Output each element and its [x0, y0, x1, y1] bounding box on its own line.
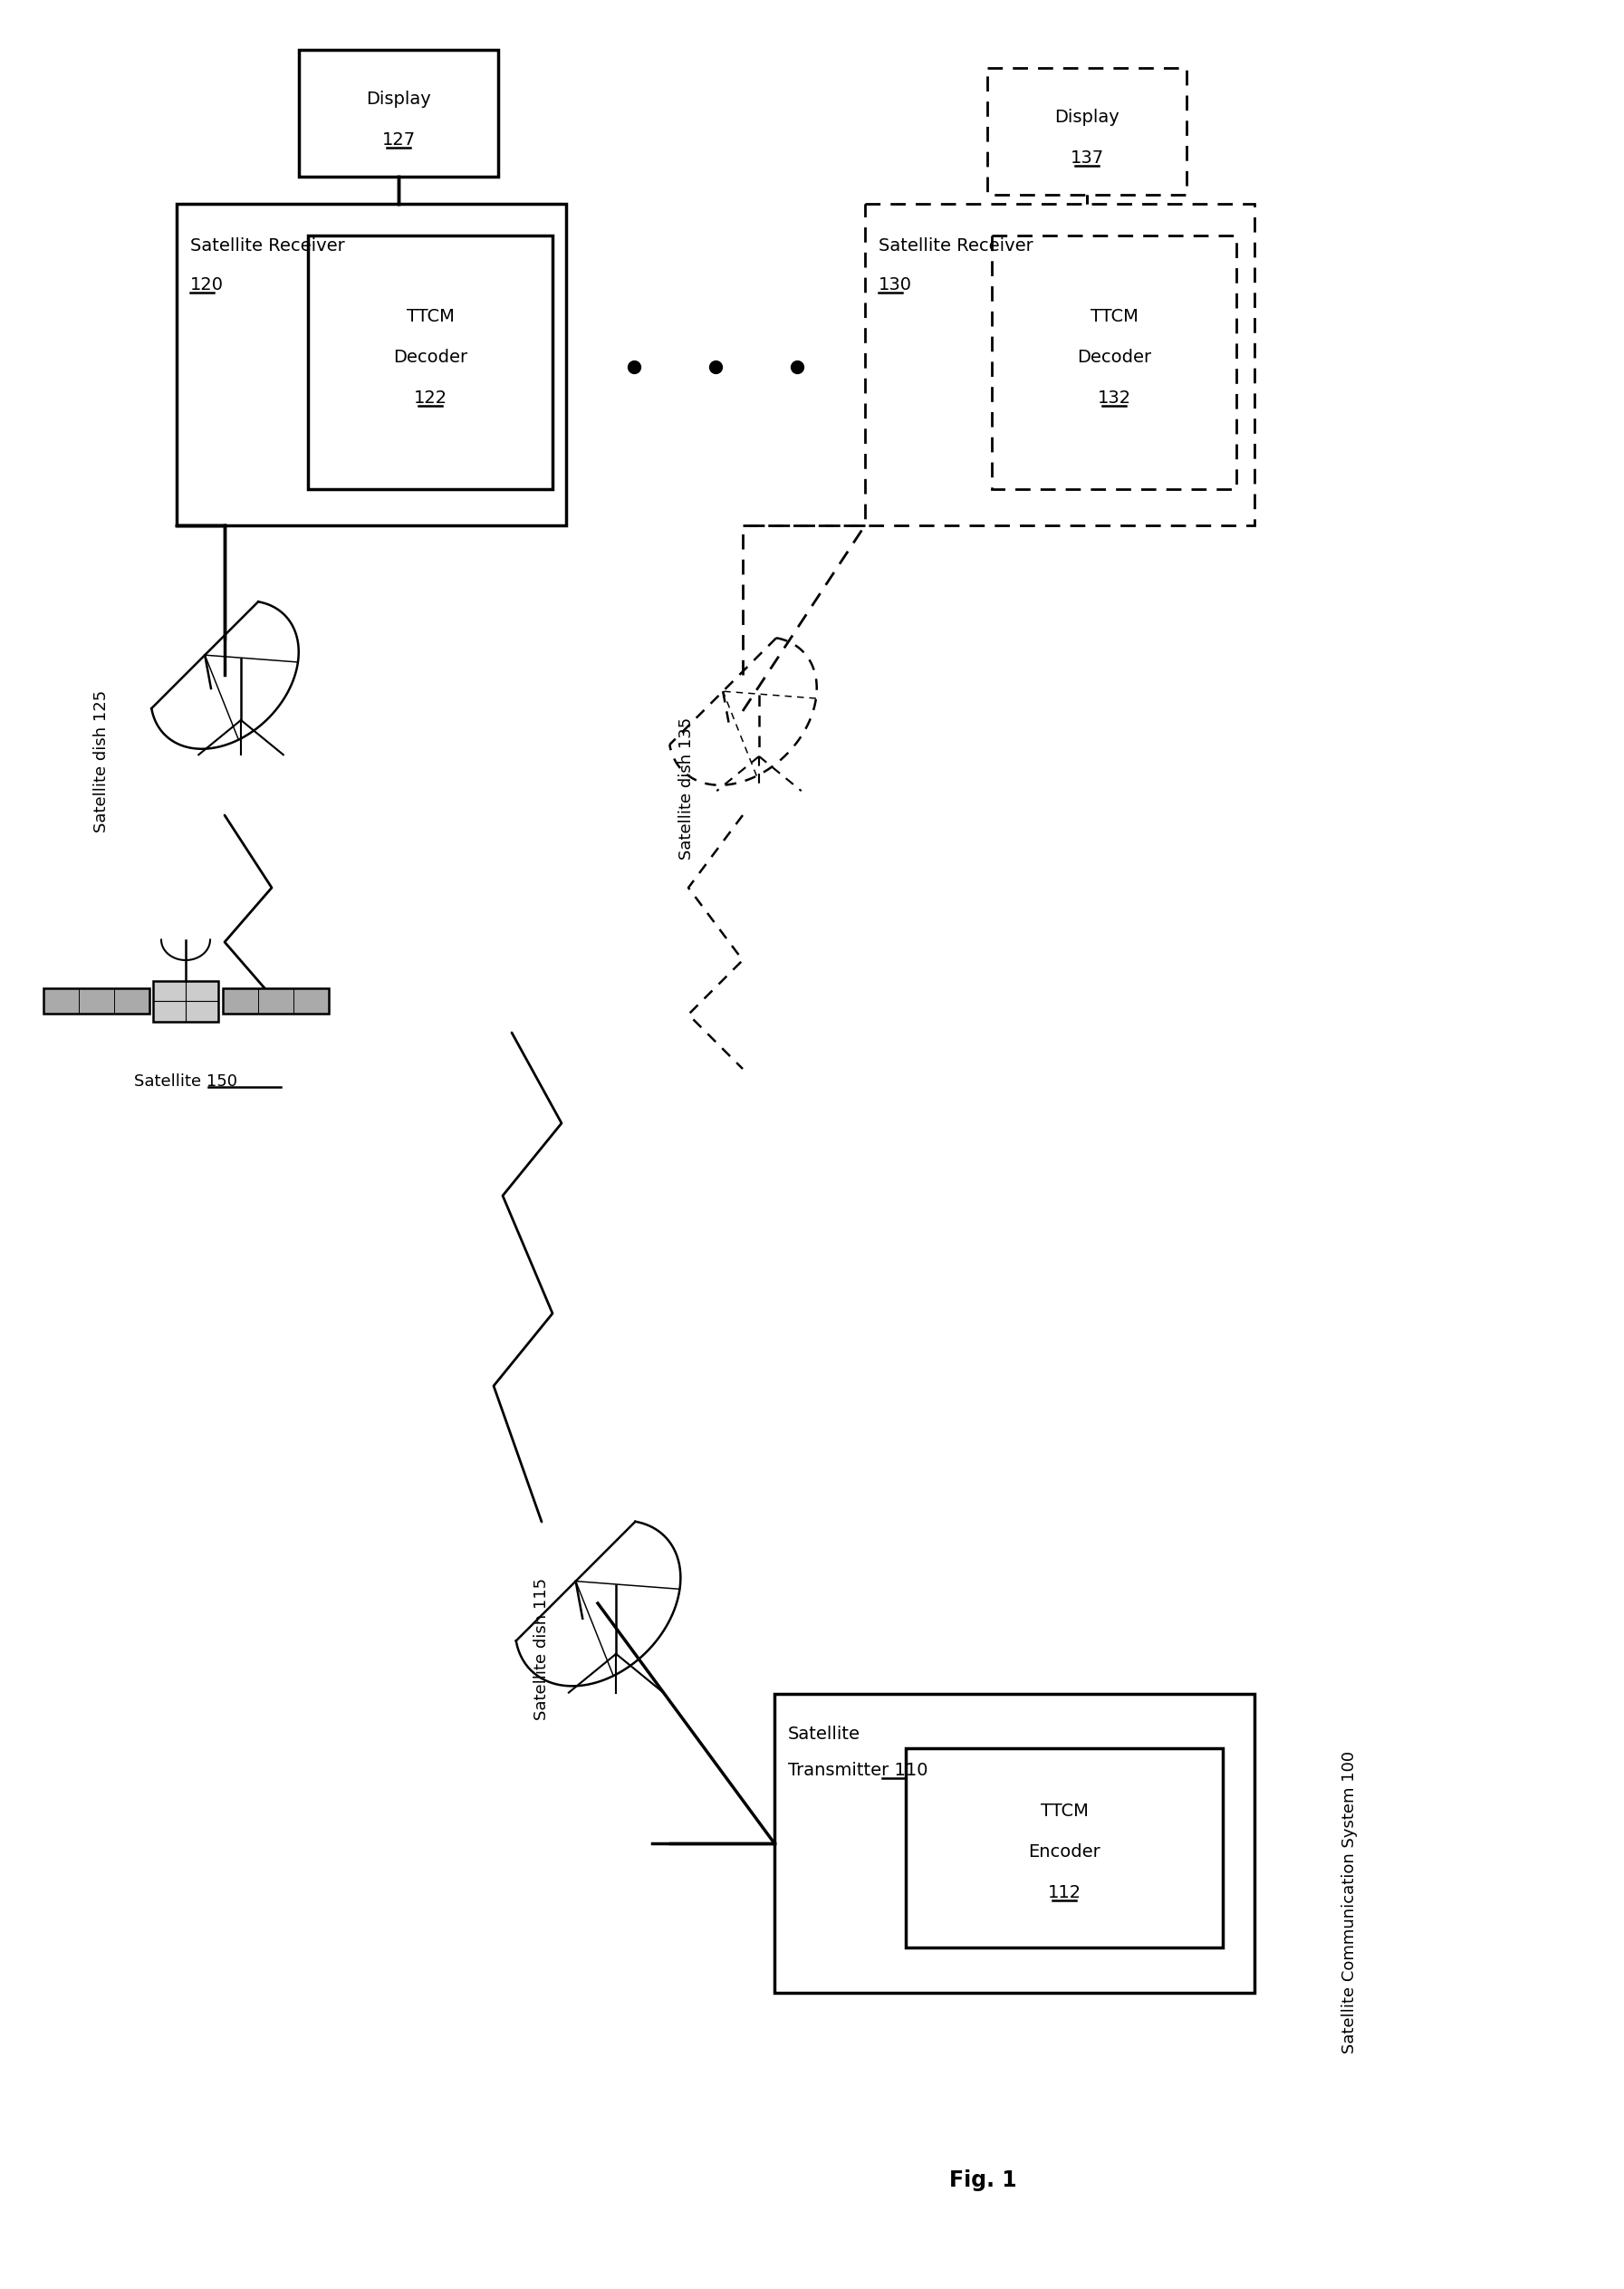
- Bar: [299, 50, 499, 176]
- Bar: [222, 989, 328, 1014]
- Text: 120: 120: [190, 277, 224, 293]
- Text: Satellite Receiver: Satellite Receiver: [190, 238, 344, 254]
- Text: Satellite Communication System 100: Satellite Communication System 100: [1341, 1751, 1358, 2053]
- Text: TTCM: TTCM: [1041, 1801, 1088, 1820]
- Bar: [309, 236, 552, 490]
- Text: Satellite: Satellite: [788, 1726, 861, 1742]
- Text: 127: 127: [382, 130, 416, 149]
- Text: Satellite dish 115: Satellite dish 115: [533, 1577, 551, 1719]
- Text: Transmitter 110: Transmitter 110: [788, 1763, 927, 1779]
- Text: Decoder: Decoder: [393, 348, 468, 366]
- Text: Display: Display: [1054, 108, 1119, 126]
- Text: Satellite dish 125: Satellite dish 125: [93, 689, 109, 833]
- Text: Display: Display: [365, 92, 430, 108]
- Text: 122: 122: [414, 389, 447, 407]
- Text: Encoder: Encoder: [1028, 1843, 1101, 1861]
- Text: 130: 130: [879, 277, 913, 293]
- Text: Satellite 150: Satellite 150: [135, 1074, 237, 1090]
- Bar: [906, 1749, 1223, 1948]
- Text: Decoder: Decoder: [1077, 348, 1151, 366]
- Text: Satellite Receiver: Satellite Receiver: [879, 238, 1033, 254]
- Bar: [153, 980, 218, 1021]
- Bar: [992, 236, 1236, 490]
- Text: Fig. 1: Fig. 1: [948, 2170, 1017, 2191]
- Text: 112: 112: [1047, 1884, 1082, 1902]
- Bar: [42, 989, 149, 1014]
- Text: 137: 137: [1070, 149, 1104, 167]
- Bar: [177, 204, 567, 526]
- Bar: [775, 1694, 1254, 1994]
- Text: TTCM: TTCM: [406, 309, 455, 325]
- Text: Satellite dish 135: Satellite dish 135: [679, 716, 695, 858]
- Text: TTCM: TTCM: [1090, 309, 1138, 325]
- Bar: [866, 204, 1254, 526]
- Bar: [987, 69, 1187, 195]
- Text: 132: 132: [1098, 389, 1130, 407]
